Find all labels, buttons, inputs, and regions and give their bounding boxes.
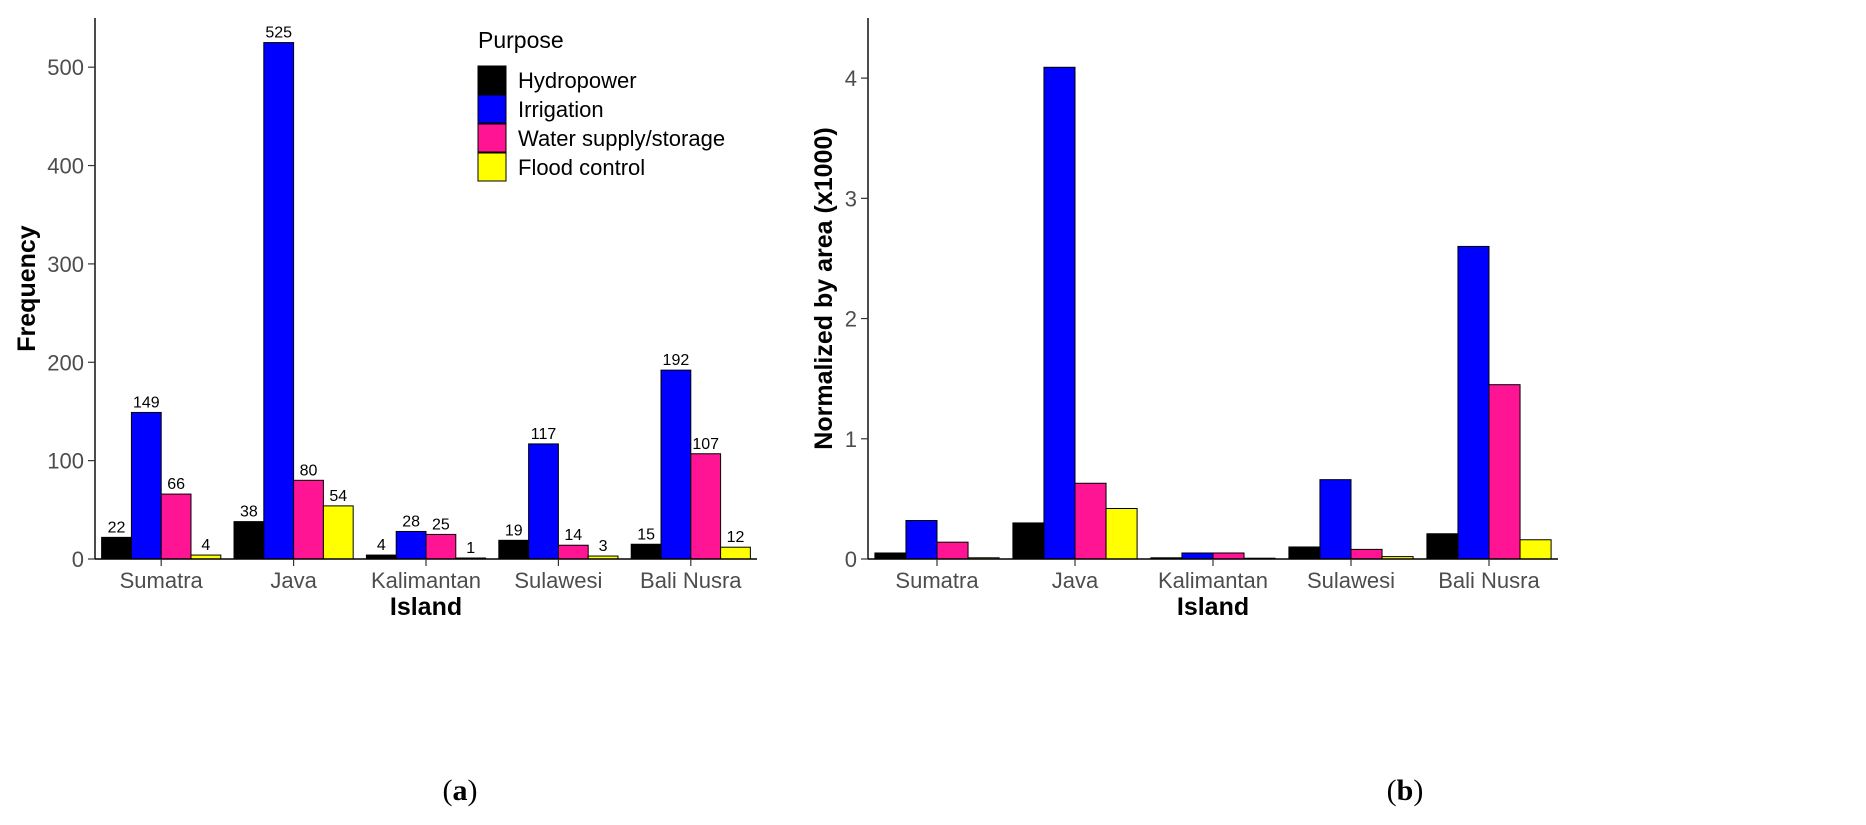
legend-swatch-flood-control	[477, 152, 507, 182]
value-label-irrigation-2: 28	[402, 513, 420, 530]
value-label-flood-control-4: 12	[727, 529, 745, 546]
bar-a-irrigation-4	[660, 369, 692, 560]
caption-b: (b)	[1387, 774, 1424, 807]
y-tick-label-b-2: 2	[845, 307, 857, 332]
y-axis-title-a: Frequency	[13, 225, 41, 352]
caption-a-letter: a	[453, 774, 468, 807]
x-tick-label-a-4: Bali Nusra	[640, 568, 742, 593]
bar-a-irrigation-3	[528, 443, 559, 560]
bar-b-water-supply-storage-0	[936, 541, 969, 560]
bar-b-irrigation-0	[905, 520, 938, 560]
value-label-water-supply-storage-4: 107	[692, 436, 719, 453]
panel-b-normalized-chart: 0 1 2 3 4 Sumatra Java Kalimantan Sulawesi Bali N…	[810, 18, 1558, 621]
value-label-flood-control-0: 4	[201, 537, 210, 554]
y-tick-label-b-0: 0	[845, 547, 857, 572]
legend: Purpose Hydropower Irrigation Water supply/…	[477, 27, 725, 182]
value-label-irrigation-4: 192	[663, 352, 690, 369]
bar-b-flood-control-4	[1519, 539, 1552, 560]
bar-a-water-supply-storage-1	[293, 479, 324, 560]
value-label-water-supply-storage-0: 66	[167, 476, 185, 493]
caption-b-close: )	[1413, 774, 1423, 807]
bar-a-water-supply-storage-0	[160, 493, 192, 560]
legend-swatch-hydropower	[477, 65, 507, 95]
bar-a-water-supply-storage-3	[557, 544, 589, 560]
bar-b-irrigation-2	[1181, 552, 1214, 560]
x-tick-label-b-4: Bali Nusra	[1438, 568, 1540, 593]
x-axis-title-a: Island	[390, 593, 462, 621]
value-label-water-supply-storage-3: 14	[564, 527, 582, 544]
y-tick-label-a-0: 0	[72, 547, 84, 572]
caption-a-close: )	[468, 774, 478, 807]
bar-b-irrigation-1	[1043, 66, 1076, 560]
bar-a-water-supply-storage-2	[425, 533, 457, 560]
bar-a-hydropower-0	[101, 536, 132, 560]
x-tick-label-a-0: Sumatra	[120, 568, 204, 593]
y-tick-label-a-4: 400	[47, 154, 84, 179]
x-tick-label-b-0: Sumatra	[895, 568, 979, 593]
caption-a-open: (	[443, 774, 453, 807]
panel-a-frequency-chart: 22 38 4 19 15 149 525 28 117 192 66 80 25 14 107 4 54 1 3 1…	[13, 18, 757, 621]
y-tick-label-a-1: 100	[47, 449, 84, 474]
bar-b-irrigation-4	[1457, 245, 1490, 560]
value-label-water-supply-storage-1: 80	[300, 462, 318, 479]
bar-a-flood-control-4	[720, 546, 751, 560]
legend-label-flood-control: Flood control	[518, 155, 645, 180]
value-label-hydropower-0: 22	[108, 519, 126, 536]
value-label-water-supply-storage-2: 25	[432, 516, 450, 533]
value-label-hydropower-2: 4	[377, 537, 386, 554]
bar-a-hydropower-1	[233, 521, 265, 560]
value-label-irrigation-3: 117	[531, 426, 557, 443]
caption-b-open: (	[1387, 774, 1397, 807]
x-axis-title-b: Island	[1177, 593, 1249, 621]
bar-a-water-supply-storage-4	[690, 453, 722, 560]
value-label-flood-control-3: 3	[599, 538, 608, 555]
legend-label-hydropower: Hydropower	[518, 68, 637, 93]
bar-a-irrigation-2	[395, 530, 427, 560]
value-label-hydropower-3: 19	[505, 522, 523, 539]
legend-label-water-supply-storage: Water supply/storage	[518, 126, 725, 151]
bar-b-water-supply-storage-2	[1212, 552, 1245, 560]
value-label-hydropower-4: 15	[637, 526, 655, 543]
y-tick-label-a-3: 300	[47, 252, 84, 277]
y-tick-label-b-4: 4	[845, 66, 857, 91]
bar-a-hydropower-4	[630, 543, 662, 560]
y-tick-label-b-1: 1	[845, 427, 857, 452]
caption-a: (a)	[443, 774, 478, 807]
bar-a-hydropower-3	[498, 539, 530, 560]
x-tick-label-a-3: Sulawesi	[514, 568, 602, 593]
bar-b-hydropower-0	[874, 552, 907, 560]
bar-b-water-supply-storage-1	[1074, 482, 1107, 560]
caption-b-letter: b	[1397, 774, 1414, 807]
y-tick-label-a-2: 200	[47, 350, 84, 375]
x-tick-label-b-2: Kalimantan	[1158, 568, 1268, 593]
bar-a-flood-control-1	[322, 505, 354, 560]
value-label-irrigation-0: 149	[133, 394, 160, 411]
x-tick-label-a-2: Kalimantan	[371, 568, 481, 593]
bar-a-irrigation-0	[130, 411, 162, 560]
bar-a-irrigation-1	[263, 42, 295, 560]
value-label-hydropower-1: 38	[240, 504, 258, 521]
bar-b-irrigation-3	[1319, 479, 1352, 560]
bar-b-water-supply-storage-3	[1350, 548, 1383, 560]
bar-b-hydropower-1	[1012, 522, 1045, 560]
bar-b-hydropower-4	[1426, 533, 1459, 560]
x-tick-label-b-1: Java	[1052, 568, 1099, 593]
legend-label-irrigation: Irrigation	[518, 97, 604, 122]
legend-swatch-water-supply-storage	[477, 123, 507, 153]
y-axis-title-b: Normalized by area (x1000)	[810, 127, 838, 449]
bar-b-hydropower-3	[1288, 546, 1321, 560]
value-label-flood-control-2: 1	[466, 540, 475, 557]
value-label-irrigation-1: 525	[265, 25, 292, 42]
y-tick-label-a-5: 500	[47, 55, 84, 80]
x-tick-label-a-1: Java	[270, 568, 317, 593]
legend-title: Purpose	[478, 27, 564, 53]
bar-b-water-supply-storage-4	[1488, 384, 1521, 560]
value-label-flood-control-1: 54	[329, 488, 347, 505]
bar-b-flood-control-1	[1105, 508, 1138, 560]
y-tick-label-b-3: 3	[845, 186, 857, 211]
legend-swatch-irrigation	[477, 94, 507, 124]
x-tick-label-b-3: Sulawesi	[1307, 568, 1395, 593]
